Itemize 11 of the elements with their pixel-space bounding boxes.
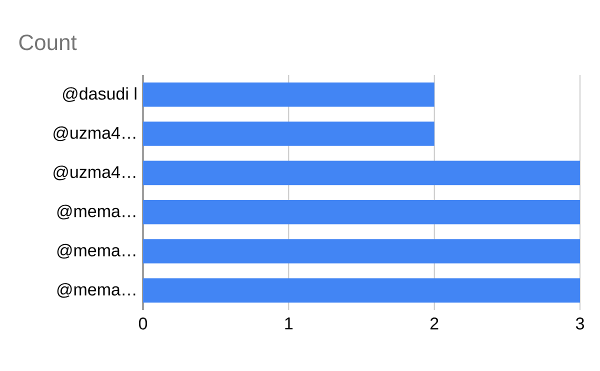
y-tick-label: @mema…: [57, 204, 136, 220]
chart-title: Count: [19, 34, 77, 50]
y-tick-label: @uzma4…: [54, 126, 136, 142]
y-tick-label: @dasudi l: [62, 87, 136, 102]
x-tick-label: 0: [138, 318, 148, 330]
x-tick-label: 3: [576, 318, 584, 330]
y-tick-label: @uzma4…: [54, 166, 136, 180]
y-tick-label: @mema…: [57, 283, 136, 298]
y-tick-label: @mema…: [57, 244, 136, 259]
x-tick-label: 1: [285, 318, 293, 330]
x-tick-label: 2: [430, 318, 438, 330]
